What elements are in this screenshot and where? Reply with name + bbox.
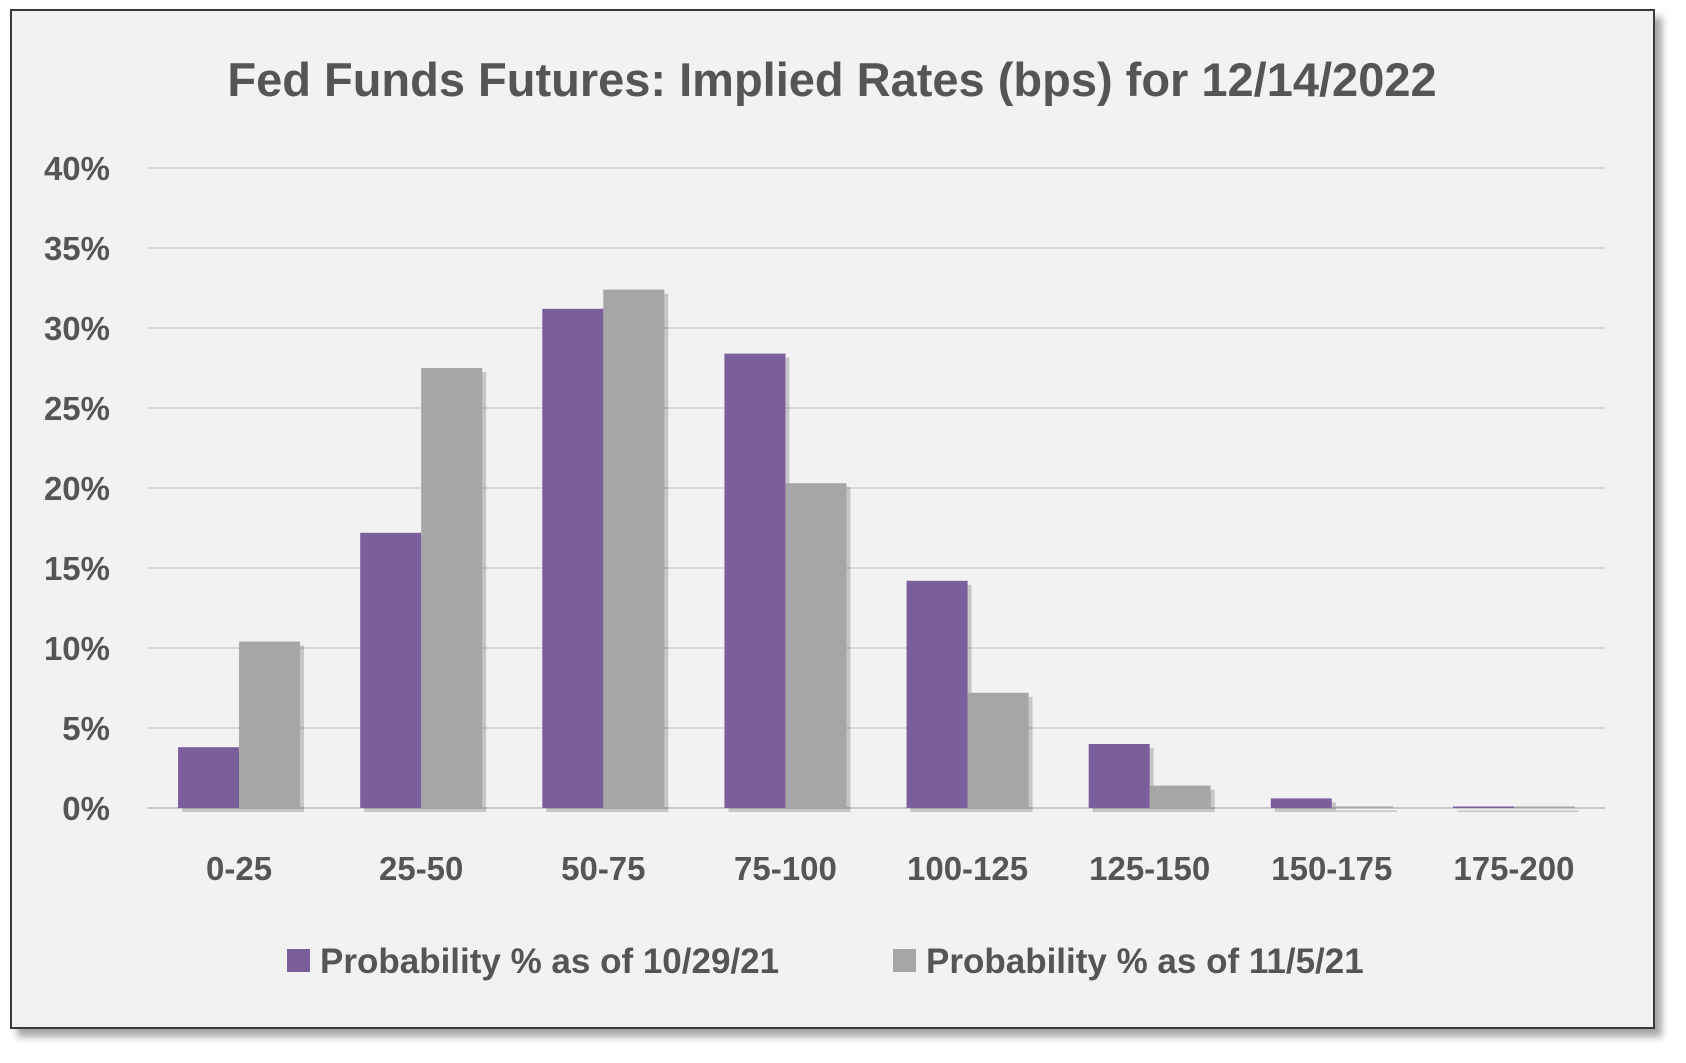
y-tick-label: 15% [44,550,110,587]
y-axis-ticks: 0% 5% 10% 15% 20% 25% 30% 35% 40% [44,150,110,827]
y-tick-label: 20% [44,470,110,507]
y-tick-label: 30% [44,310,110,347]
bar-series-2 [1513,806,1575,808]
bar-series-1 [1270,798,1332,808]
x-tick-label: 50-75 [561,850,645,887]
bar-series-2 [603,289,665,809]
y-tick-label: 25% [44,390,110,427]
legend-swatch [893,949,916,972]
bar-series-2 [1149,785,1211,808]
bar-series-1 [906,580,968,808]
x-tick-label: 25-50 [379,850,463,887]
bar-series-1 [1452,806,1514,808]
bar-series-1 [724,353,786,808]
chart-title: Fed Funds Futures: Implied Rates (bps) f… [227,53,1436,106]
bar-shadow [1517,810,1579,812]
x-axis-ticks: 0-25 25-50 50-75 75-100 100-125 125-150 150-17… [206,850,1574,887]
legend-label: Probability % as of 10/29/21 [320,942,779,981]
legend: Probability % as of 10/29/21 Probability … [287,942,1364,981]
bar-series-2 [421,368,483,808]
bar-series-2 [239,641,301,808]
y-tick-label: 40% [44,150,110,187]
bar-shadow [1335,810,1397,812]
y-tick-label: 0% [62,790,110,827]
y-tick-label: 35% [44,230,110,267]
x-tick-label: 75-100 [734,850,837,887]
bar-series-2 [967,692,1029,808]
bars [178,289,1579,813]
y-tick-label: 10% [44,630,110,667]
bar-series-1 [178,747,240,808]
bar-series-2 [1331,806,1393,808]
bar-series-1 [1088,744,1150,808]
y-tick-label: 5% [62,710,110,747]
x-tick-label: 100-125 [907,850,1028,887]
x-tick-label: 125-150 [1089,850,1210,887]
bar-shadow [1456,810,1518,812]
x-tick-label: 175-200 [1453,850,1574,887]
legend-swatch [287,949,310,972]
bar-series-1 [542,308,604,808]
x-tick-label: 0-25 [206,850,272,887]
x-tick-label: 150-175 [1271,850,1392,887]
bar-series-2 [785,483,847,808]
bar-series-1 [360,532,422,808]
legend-label: Probability % as of 11/5/21 [926,942,1364,981]
